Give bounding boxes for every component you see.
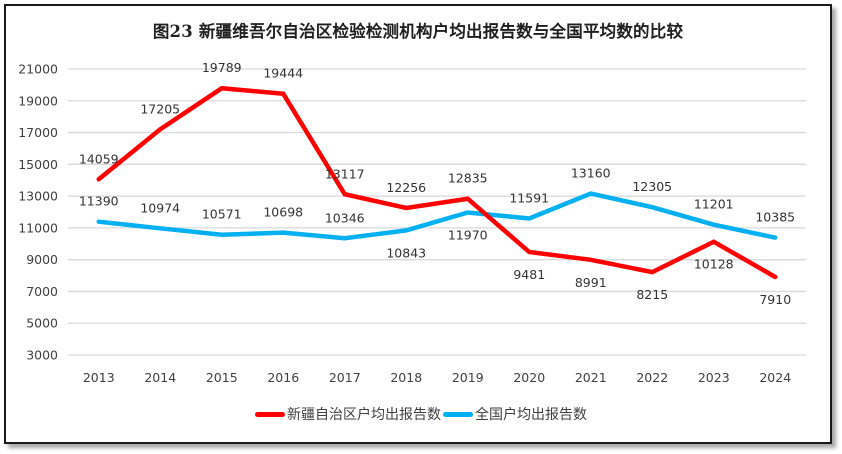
data-label: 11201	[694, 197, 734, 212]
data-label: 10843	[386, 245, 426, 260]
data-label: 8991	[575, 275, 607, 290]
x-tick-label: 2024	[759, 370, 791, 385]
gridlines	[68, 68, 806, 356]
x-tick-label: 2023	[698, 370, 730, 385]
data-label: 12835	[448, 171, 488, 186]
data-label: 13160	[571, 166, 611, 181]
chart-title: 图23 新疆维吾尔自治区检验检测机构户均出报告数与全国平均数的比较	[152, 22, 684, 41]
series-line-national	[96, 191, 778, 241]
data-label: 11970	[448, 227, 488, 242]
data-label: 12305	[632, 179, 672, 194]
data-label: 10385	[755, 210, 795, 225]
legend-label-xinjiang: 新疆自治区户均出报告数	[287, 407, 441, 423]
data-label: 19789	[202, 60, 242, 75]
y-tick-label: 3000	[26, 348, 58, 363]
y-tick-label: 7000	[26, 284, 58, 299]
y-tick-label: 11000	[18, 220, 58, 235]
data-label: 10698	[263, 205, 303, 220]
data-label: 10571	[202, 207, 242, 222]
data-label: 7910	[759, 292, 791, 307]
series-line-xinjiang	[96, 85, 778, 280]
y-tick-label: 21000	[18, 62, 58, 77]
y-tick-label: 13000	[18, 189, 58, 204]
data-label: 8215	[636, 287, 668, 302]
legend: 新疆自治区户均出报告数 全国户均出报告数	[0, 404, 842, 424]
data-label: 9481	[513, 267, 545, 282]
x-tick-label: 2021	[575, 370, 607, 385]
data-label: 12256	[386, 180, 426, 195]
legend-label-national: 全国户均出报告数	[475, 407, 587, 423]
y-axis-ticks: 3000 5000 7000 9000 11000 13000 15000 17000 1900…	[18, 62, 58, 363]
data-label: 19444	[263, 66, 303, 81]
y-tick-label: 9000	[26, 252, 58, 267]
x-tick-label: 2017	[329, 370, 361, 385]
x-axis-ticks: 2013 2014 2015 2016 2017 2018 2019 2020 2021 2022…	[83, 370, 791, 385]
data-label: 11591	[509, 190, 549, 205]
data-label: 13117	[325, 166, 365, 181]
x-tick-label: 2019	[452, 370, 484, 385]
data-labels: 11390 10974 10571 10698 10346 10843 11970 11591…	[79, 60, 795, 307]
x-tick-label: 2014	[144, 370, 176, 385]
legend-swatch-xinjiang	[255, 411, 285, 417]
x-tick-label: 2020	[513, 370, 545, 385]
x-tick-label: 2016	[267, 370, 299, 385]
series-lines	[96, 85, 778, 280]
data-label: 10974	[140, 200, 180, 215]
legend-swatch-national	[443, 411, 473, 417]
y-tick-label: 15000	[18, 157, 58, 172]
x-tick-label: 2013	[83, 370, 115, 385]
chart-frame: 图23 新疆维吾尔自治区检验检测机构户均出报告数与全国平均数的比较	[4, 4, 832, 444]
legend-item-national: 全国户均出报告数	[443, 404, 587, 424]
y-tick-label: 5000	[26, 316, 58, 331]
y-tick-label: 19000	[18, 93, 58, 108]
x-tick-label: 2018	[390, 370, 422, 385]
legend-item-xinjiang: 新疆自治区户均出报告数	[255, 404, 441, 424]
data-label: 14059	[79, 151, 119, 166]
x-tick-label: 2015	[206, 370, 238, 385]
data-label: 10128	[694, 257, 734, 272]
x-tick-label: 2022	[636, 370, 668, 385]
y-tick-label: 17000	[18, 125, 58, 140]
data-label: 10346	[325, 210, 365, 225]
data-label: 17205	[140, 101, 180, 116]
data-label: 11390	[79, 194, 119, 209]
